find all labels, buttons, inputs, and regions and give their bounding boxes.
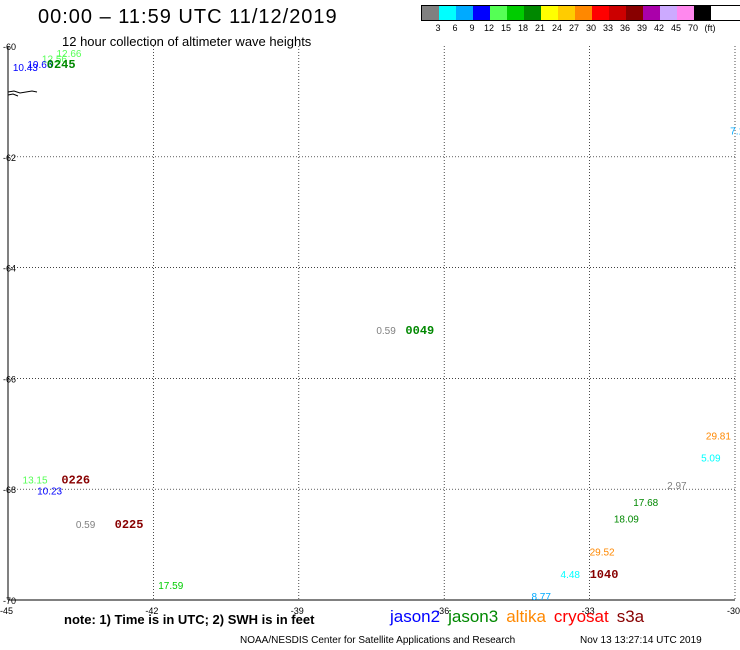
wave-height-value: 12.66 (56, 49, 81, 60)
legend-label: 21 (534, 23, 546, 33)
wave-height-value: 10.66 (27, 60, 52, 71)
wave-height-color-legend: 3 6 9 12 15 18 21 24 27 30 33 36 39 42 45 70 (ft) (421, 5, 740, 33)
legend-swatch (660, 6, 677, 20)
wave-height-value: 0.59 (376, 326, 396, 337)
legend-swatch (541, 6, 558, 20)
legend-swatch (694, 6, 711, 20)
longitude-label: -45 (0, 606, 13, 616)
legend-label: 12 (483, 23, 495, 33)
legend-label: 24 (551, 23, 563, 33)
generated-timestamp: Nov 13 13:27:14 UTC 2019 (580, 635, 702, 646)
legend-swatch (507, 6, 524, 20)
legend-swatch (677, 6, 694, 20)
legend-label: 70 (687, 23, 699, 33)
pass-time-labels: 0245 0049 0226 0225 1040 (47, 58, 619, 582)
longitude-label: -36 (436, 606, 449, 616)
pass-time: 0245 (47, 58, 76, 72)
wave-height-value: 12.56 (42, 55, 67, 66)
wave-height-value: 7.1 (730, 127, 740, 138)
legend-label: 27 (568, 23, 580, 33)
legend-label: 39 (636, 23, 648, 33)
map-grid (7, 46, 736, 601)
satellite-name: jason3 (448, 607, 499, 626)
axis-ticks: -45 -42 -39 -36 -33 -30 -60 -62 -64 -66 -68 -70 (0, 42, 740, 616)
legend-label: 45 (670, 23, 682, 33)
legend-swatch (422, 6, 439, 20)
latitude-label: -64 (3, 264, 16, 274)
legend-swatch (575, 6, 592, 20)
legend-swatch (558, 6, 575, 20)
latitude-label: -62 (3, 153, 16, 163)
legend-swatch (473, 6, 490, 20)
map-title: 00:00 – 11:59 UTC 11/12/2019 (38, 6, 338, 28)
legend-label: 9 (469, 23, 475, 33)
pass-time: 1040 (590, 568, 619, 582)
legend-label: 30 (585, 23, 597, 33)
legend-swatches (421, 5, 740, 21)
pass-time: 0225 (115, 518, 144, 532)
longitude-label: -42 (145, 606, 158, 616)
legend-swatch (592, 6, 609, 20)
legend-label: 36 (619, 23, 631, 33)
legend-swatch (609, 6, 626, 20)
wave-height-value: 8.77 (531, 592, 551, 603)
legend-label: (ft) (704, 23, 716, 33)
legend-label: 15 (500, 23, 512, 33)
wave-height-value: 18.09 (614, 514, 639, 525)
footer-note: note: 1) Time is in UTC; 2) SWH is in fe… (64, 612, 315, 627)
wave-height-value: 29.52 (590, 548, 615, 559)
credit-text: NOAA/NESDIS Center for Satellite Applica… (240, 635, 516, 646)
wave-height-value: 2.97 (667, 481, 687, 492)
satellite-name: jason2 (390, 607, 441, 626)
legend-label: 6 (452, 23, 458, 33)
latitude-label: -70 (3, 596, 16, 606)
wave-height-value: 13.15 (23, 476, 48, 487)
pass-time: 0049 (405, 324, 434, 338)
wave-height-value: 10.23 (37, 487, 62, 498)
latitude-label: -68 (3, 485, 16, 495)
legend-swatch (439, 6, 456, 20)
longitude-label: -33 (582, 606, 595, 616)
legend-label: 3 (435, 23, 441, 33)
longitude-label: -30 (727, 606, 740, 616)
wave-height-value: 4.48 (561, 570, 581, 581)
wave-height-value: 5.09 (701, 454, 721, 465)
satellite-legend: jason2 jason3 altika cryosat s3a (390, 607, 652, 627)
wave-height-value: 17.68 (633, 498, 658, 509)
satellite-name: altika (506, 607, 546, 626)
map-subtitle: 12 hour collection of altimeter wave hei… (62, 34, 312, 49)
satellite-name: s3a (616, 607, 645, 626)
longitude-label: -39 (291, 606, 304, 616)
wave-height-value: 0.59 (76, 520, 96, 531)
legend-swatch (490, 6, 507, 20)
satellite-name: cryosat (553, 607, 609, 626)
legend-swatch (456, 6, 473, 20)
legend-label: 42 (653, 23, 665, 33)
legend-label: 33 (602, 23, 614, 33)
legend-swatch (524, 6, 541, 20)
island-coastline (7, 90, 38, 97)
legend-swatch (626, 6, 643, 20)
legend-labels: 3 6 9 12 15 18 21 24 27 30 33 36 39 42 45 70 (ft) (421, 21, 740, 33)
legend-label: 18 (517, 23, 529, 33)
latitude-label: -66 (3, 374, 16, 384)
pass-time: 0226 (61, 474, 90, 488)
wave-height-value: 29.81 (706, 431, 731, 442)
legend-swatch (643, 6, 660, 20)
wave-height-value: 10.43 (13, 63, 38, 74)
latitude-label: -60 (3, 42, 16, 52)
wave-height-value: 17.59 (158, 581, 183, 592)
